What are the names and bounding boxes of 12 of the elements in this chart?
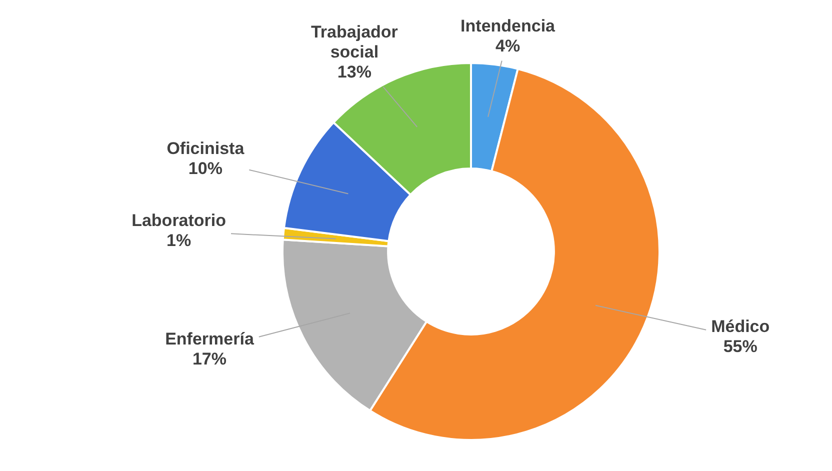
slice-label: Laboratorio — [132, 210, 226, 230]
slice-label: Trabajador social — [310, 22, 398, 62]
data-label: 13% — [337, 62, 372, 82]
slice-label: Médico — [711, 317, 770, 336]
data-label: 4% — [495, 36, 520, 56]
data-label: 1% — [166, 230, 192, 250]
data-label: 17% — [192, 349, 227, 368]
slice-label: Intendencia — [460, 16, 556, 36]
slice-label: Oficinista — [166, 139, 245, 158]
data-label: 10% — [188, 159, 222, 178]
slice-label: Enfermería — [165, 329, 254, 348]
data-label: 55% — [723, 337, 758, 356]
